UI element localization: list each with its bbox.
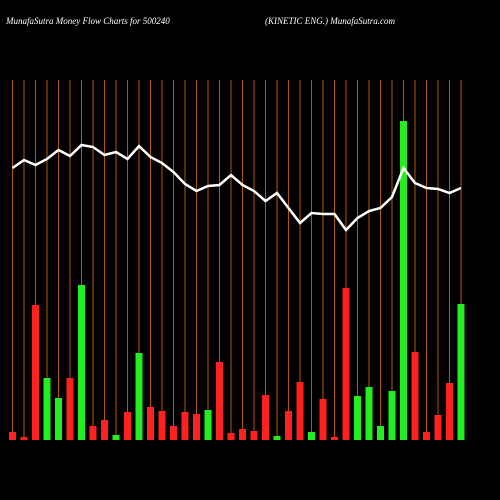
bar: [181, 412, 189, 440]
chart-title: MunafaSutra Money Flow Charts for 500240: [5, 16, 170, 26]
bar: [20, 437, 28, 440]
bar: [319, 399, 327, 440]
bar: [342, 288, 350, 440]
chart-subtitle: (KINETIC ENG.) MunafaSutra.com: [265, 16, 395, 26]
bar: [457, 304, 465, 440]
bar: [239, 429, 246, 440]
bar: [296, 382, 304, 440]
bar: [216, 362, 223, 440]
bar: [55, 398, 62, 440]
bar: [227, 433, 235, 440]
bar: [9, 432, 16, 440]
bar: [66, 378, 74, 440]
bar: [377, 426, 384, 440]
bar: [423, 432, 430, 440]
bar: [147, 407, 154, 440]
bar: [250, 431, 258, 440]
bar: [170, 426, 177, 440]
bar: [43, 378, 51, 440]
bar: [411, 352, 419, 440]
bar: [32, 305, 39, 440]
bar: [89, 426, 97, 440]
line: [11, 143, 462, 232]
bar: [308, 432, 315, 440]
bar: [101, 420, 108, 440]
bar: [273, 436, 281, 440]
bar: [434, 415, 442, 440]
bar: [446, 383, 453, 440]
bar: [158, 411, 166, 440]
bar: [135, 353, 143, 440]
bar: [204, 410, 212, 440]
bar: [388, 391, 396, 440]
bar: [262, 395, 269, 440]
bar: [331, 437, 338, 440]
bar: [365, 387, 373, 440]
bar: [124, 412, 131, 440]
bar: [193, 414, 200, 440]
bar: [285, 411, 292, 440]
bar: [400, 121, 407, 440]
bar: [112, 435, 120, 440]
bar: [354, 396, 361, 440]
bar: [78, 285, 85, 440]
